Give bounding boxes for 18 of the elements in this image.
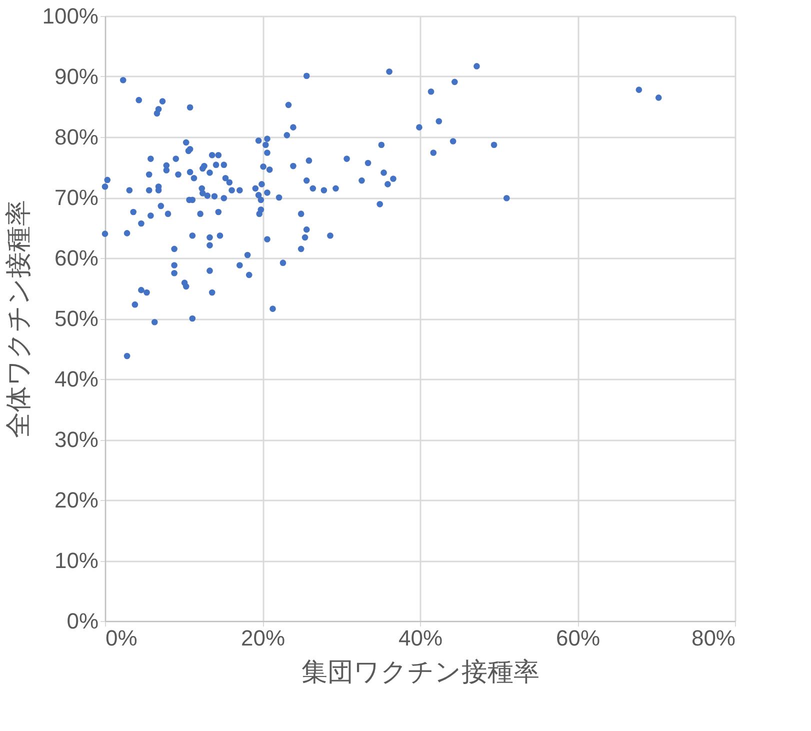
x-tick-label: 80% — [691, 626, 736, 650]
y-tick-label: 70% — [54, 185, 98, 210]
y-tick-label: 10% — [54, 548, 98, 573]
y-tick-label: 90% — [54, 64, 98, 89]
y-tick-label: 60% — [54, 246, 98, 270]
y-tick-label: 80% — [54, 124, 98, 150]
y-tick-label: 100% — [42, 4, 98, 28]
y-tick-label: 50% — [54, 306, 98, 331]
x-tick-label: 40% — [398, 626, 443, 650]
x-tick-label: 0% — [106, 626, 138, 650]
y-axis-title: 全体ワクチン接種率 — [3, 200, 34, 438]
x-tick-label: 60% — [556, 626, 600, 650]
y-tick-label: 40% — [54, 366, 98, 392]
x-tick-label: 20% — [240, 626, 286, 650]
x-axis-title: 集団ワクチン接種率 — [302, 656, 540, 686]
y-tick-label: 20% — [54, 488, 98, 512]
y-tick-label: 30% — [54, 427, 98, 452]
y-tick-label: 0% — [66, 608, 98, 634]
